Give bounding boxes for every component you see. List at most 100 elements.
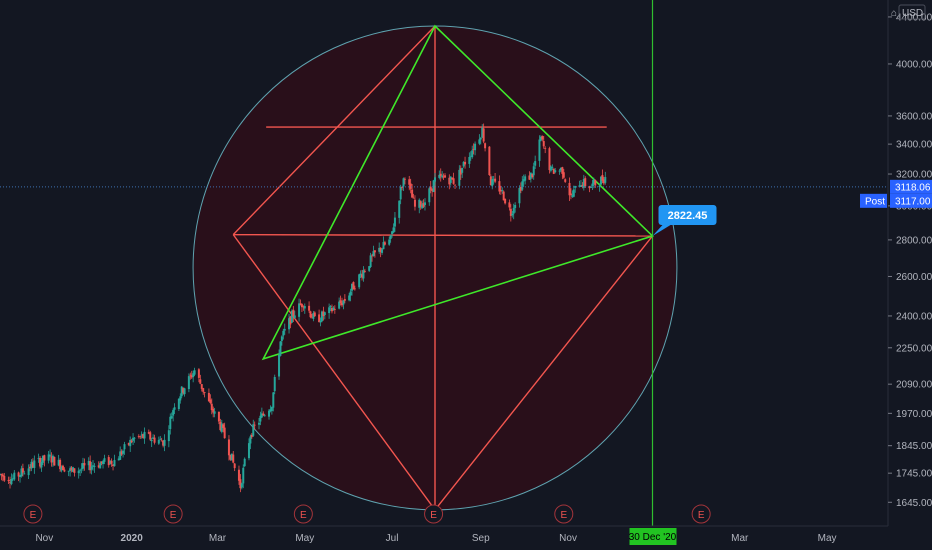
candle-body[interactable] [541, 136, 544, 140]
candle-body[interactable] [363, 271, 366, 272]
candle-body[interactable] [31, 462, 34, 468]
candle-body[interactable] [67, 470, 70, 472]
candle-body[interactable] [253, 424, 256, 426]
earnings-marker[interactable] [691, 504, 711, 524]
earnings-marker[interactable] [163, 504, 183, 524]
candle-body[interactable] [448, 177, 451, 185]
candle-body[interactable] [70, 467, 73, 471]
candle-body[interactable] [217, 411, 220, 422]
candle-body[interactable] [432, 180, 435, 193]
candle-body[interactable] [361, 274, 364, 278]
candle-body[interactable] [601, 174, 604, 181]
candle-body[interactable] [247, 443, 250, 459]
candle-body[interactable] [358, 274, 361, 288]
candle-body[interactable] [220, 423, 223, 432]
candle-body[interactable] [512, 207, 515, 214]
candle-body[interactable] [278, 354, 281, 377]
candle-body[interactable] [117, 458, 120, 461]
candle-body[interactable] [418, 199, 421, 208]
red-trend-line[interactable] [232, 25, 436, 236]
candle-body[interactable] [263, 415, 266, 417]
red-trend-line[interactable] [232, 234, 436, 511]
candle-body[interactable] [213, 411, 216, 414]
candle-body[interactable] [320, 311, 323, 322]
candle-body[interactable] [89, 461, 92, 471]
candle-body[interactable] [368, 266, 371, 271]
candle-body[interactable] [71, 467, 74, 472]
candle-body[interactable] [508, 202, 511, 208]
candle-body[interactable] [554, 170, 557, 173]
candle-body[interactable] [539, 136, 542, 141]
candle-body[interactable] [458, 169, 461, 186]
candle-body[interactable] [252, 424, 255, 436]
candle-body[interactable] [482, 128, 485, 142]
candle-body[interactable] [37, 458, 40, 460]
candle-body[interactable] [232, 454, 235, 463]
candle-body[interactable] [452, 178, 455, 184]
candle-body[interactable] [302, 306, 305, 308]
candle-body[interactable] [328, 307, 331, 314]
candle-body[interactable] [153, 437, 156, 443]
candle-body[interactable] [260, 413, 263, 418]
candle-body[interactable] [283, 328, 286, 331]
candle-body[interactable] [47, 454, 50, 461]
candle-body[interactable] [50, 456, 53, 463]
candle-body[interactable] [584, 178, 587, 187]
candle-body[interactable] [389, 235, 392, 240]
earnings-marker[interactable] [424, 504, 444, 524]
candle-body[interactable] [501, 190, 504, 191]
candle-body[interactable] [392, 227, 395, 233]
candle-body[interactable] [299, 303, 302, 305]
candle-body[interactable] [362, 270, 365, 279]
candle-body[interactable] [200, 384, 203, 389]
candle-body[interactable] [143, 431, 146, 439]
candle-body[interactable] [469, 155, 472, 157]
candle-body[interactable] [484, 143, 487, 149]
candle-body[interactable] [419, 201, 422, 207]
candle-body[interactable] [187, 376, 190, 390]
candle-body[interactable] [130, 440, 133, 443]
candle-body[interactable] [353, 288, 356, 290]
candle-body[interactable] [270, 407, 273, 412]
candle-body[interactable] [439, 173, 442, 176]
candle-body[interactable] [207, 392, 210, 402]
candle-body[interactable] [169, 416, 172, 429]
candle-body[interactable] [197, 369, 200, 378]
candle-body[interactable] [581, 185, 584, 187]
candle-body[interactable] [402, 178, 405, 187]
candle-body[interactable] [182, 388, 185, 393]
candle-body[interactable] [279, 341, 282, 356]
candle-body[interactable] [107, 457, 110, 466]
candle-body[interactable] [290, 310, 293, 323]
candle-body[interactable] [382, 242, 385, 250]
candle-body[interactable] [369, 255, 372, 267]
candle-body[interactable] [203, 391, 206, 393]
candle-body[interactable] [343, 298, 346, 301]
candle-body[interactable] [1, 474, 4, 477]
candle-body[interactable] [532, 166, 535, 176]
candle-body[interactable] [43, 455, 46, 461]
candle-body[interactable] [269, 409, 272, 412]
candle-body[interactable] [159, 438, 162, 440]
candle-body[interactable] [521, 181, 524, 190]
candle-body[interactable] [309, 311, 312, 318]
candle-body[interactable] [319, 320, 322, 323]
candle-body[interactable] [53, 456, 56, 466]
candle-body[interactable] [401, 187, 404, 189]
candle-body[interactable] [421, 204, 424, 209]
candle-body[interactable] [262, 413, 265, 416]
candle-body[interactable] [478, 139, 481, 144]
candle-body[interactable] [303, 306, 306, 309]
candle-body[interactable] [479, 137, 482, 140]
candle-body[interactable] [160, 440, 163, 442]
earnings-marker[interactable] [23, 504, 43, 524]
candle-body[interactable] [177, 398, 180, 410]
candle-body[interactable] [179, 396, 182, 401]
candle-body[interactable] [561, 167, 564, 174]
candle-body[interactable] [552, 168, 555, 174]
candle-body[interactable] [13, 472, 16, 480]
candle-body[interactable] [342, 300, 345, 305]
candle-body[interactable] [157, 439, 160, 444]
candle-body[interactable] [20, 468, 23, 477]
candle-body[interactable] [39, 457, 42, 467]
